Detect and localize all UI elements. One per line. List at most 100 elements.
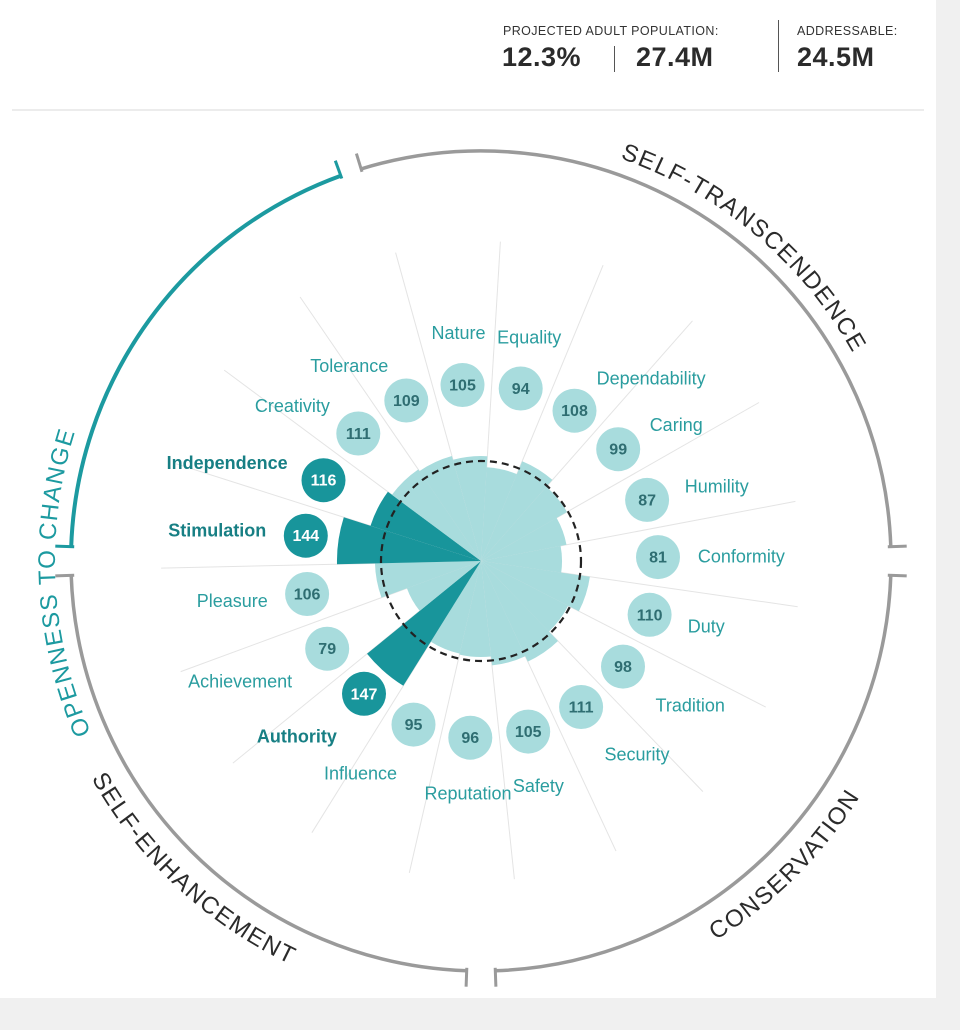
category-label-equality: Equality xyxy=(497,328,561,348)
value-label-equality: 94 xyxy=(512,381,530,398)
category-label-influence: Influence xyxy=(324,764,397,784)
bar-tradition xyxy=(481,561,569,632)
addressable-label: ADDRESSABLE: xyxy=(797,24,898,38)
value-label-humility: 87 xyxy=(638,492,656,509)
spoke xyxy=(408,560,482,874)
group-arc-tick xyxy=(333,160,344,180)
category-label-dependability: Dependability xyxy=(597,369,706,389)
group-arc-conservation xyxy=(495,575,893,973)
value-label-caring: 99 xyxy=(609,442,627,459)
category-label-security: Security xyxy=(605,744,670,764)
group-label-openness-to-change: OPENNESS TO CHANGE xyxy=(34,425,97,741)
value-label-independence: 116 xyxy=(311,473,337,490)
category-label-conformity: Conformity xyxy=(698,546,785,566)
value-label-authority: 147 xyxy=(351,686,378,703)
value-bubble-authority xyxy=(342,671,386,716)
value-label-stimulation: 144 xyxy=(292,528,319,545)
bar-pleasure xyxy=(375,561,481,598)
value-bubble-creativity xyxy=(336,411,381,456)
bar-reputation xyxy=(459,561,491,658)
bar-equality xyxy=(481,467,517,561)
value-bubble-conformity xyxy=(636,535,680,580)
category-label-caring: Caring xyxy=(650,415,703,435)
value-label-dependability: 108 xyxy=(561,403,588,420)
header: PROJECTED ADULT POPULATION: 12.3% 27.4M … xyxy=(0,0,936,110)
category-label-pleasure: Pleasure xyxy=(197,591,268,611)
value-label-security: 111 xyxy=(569,700,594,717)
value-label-achievement: 79 xyxy=(318,641,336,658)
addressable-count: 24.5M xyxy=(797,42,875,72)
bar-stimulation xyxy=(336,517,481,565)
category-label-tradition: Tradition xyxy=(656,695,725,715)
value-label-safety: 105 xyxy=(515,724,542,741)
value-bubble-security xyxy=(559,685,604,729)
bar-duty xyxy=(481,561,590,612)
header-divider xyxy=(12,109,924,111)
group-arc-tick xyxy=(887,544,907,549)
category-label-nature: Nature xyxy=(431,323,485,343)
spoke xyxy=(180,560,482,673)
value-bubble-nature xyxy=(440,363,485,407)
value-bubble-humility xyxy=(625,477,670,522)
group-arc-tick xyxy=(887,573,907,578)
value-label-influence: 95 xyxy=(405,717,423,734)
value-bubble-tolerance xyxy=(384,378,429,423)
group-arc-tick xyxy=(55,573,75,578)
population-label: PROJECTED ADULT POPULATION: xyxy=(503,24,719,38)
stat-separator xyxy=(614,46,615,72)
bar-authority xyxy=(367,561,481,686)
bar-dependability xyxy=(481,461,553,561)
category-label-authority: Authority xyxy=(257,726,337,746)
category-label-achievement: Achievement xyxy=(188,672,292,692)
value-bubble-tradition xyxy=(601,644,645,689)
spoke xyxy=(311,560,482,833)
value-bubble-achievement xyxy=(305,626,350,671)
value-label-duty: 110 xyxy=(637,607,663,624)
bar-achievement xyxy=(406,561,481,611)
category-label-stimulation: Stimulation xyxy=(168,520,266,540)
group-label-conservation: CONSERVATION xyxy=(704,784,865,945)
category-label-duty: Duty xyxy=(688,616,725,636)
category-label-reputation: Reputation xyxy=(424,784,511,804)
bar-caring xyxy=(481,486,567,561)
value-bubble-caring xyxy=(596,427,641,472)
value-bubble-reputation xyxy=(448,715,493,760)
bar-independence xyxy=(370,491,481,561)
value-bubble-equality xyxy=(498,366,543,411)
group-arc-tick xyxy=(493,967,498,987)
category-label-humility: Humility xyxy=(685,477,749,497)
group-arc-self-enhancement xyxy=(69,575,467,973)
bar-nature xyxy=(453,456,488,561)
group-label-self-enhancement: SELF-ENHANCEMENT xyxy=(86,768,300,970)
value-bubble-influence xyxy=(391,702,436,747)
group-arc-tick xyxy=(354,153,364,173)
value-label-nature: 105 xyxy=(449,378,476,395)
group-arc-tick xyxy=(55,544,75,549)
stat-separator xyxy=(778,20,779,72)
value-bubble-safety xyxy=(506,709,551,754)
spoke xyxy=(480,560,515,880)
value-bubble-dependability xyxy=(552,388,597,433)
bar-security xyxy=(481,561,558,662)
value-label-reputation: 96 xyxy=(461,730,479,747)
population-count: 27.4M xyxy=(636,42,714,72)
value-label-tolerance: 109 xyxy=(393,393,420,410)
baseline xyxy=(379,459,583,663)
category-label-creativity: Creativity xyxy=(255,396,330,416)
value-bubble-duty xyxy=(627,592,672,637)
category-label-safety: Safety xyxy=(513,776,564,796)
group-arc-tick xyxy=(464,967,469,987)
bar-tolerance xyxy=(419,456,481,561)
value-label-creativity: 111 xyxy=(346,426,371,443)
bar-influence xyxy=(430,561,481,654)
bar-creativity xyxy=(391,469,481,561)
bar-safety xyxy=(481,561,526,666)
value-bubbles: 105 94 108 99 87 81 110 98 111 105 96 95 147 79 106 144… xyxy=(283,363,680,760)
value-bubble-independence xyxy=(301,458,346,503)
category-label-tolerance: Tolerance xyxy=(310,356,388,376)
spoke xyxy=(395,252,482,562)
bar-conformity xyxy=(481,545,563,573)
population-percent: 12.3% xyxy=(502,42,582,72)
value-label-pleasure: 106 xyxy=(294,587,321,604)
bars xyxy=(336,456,590,686)
